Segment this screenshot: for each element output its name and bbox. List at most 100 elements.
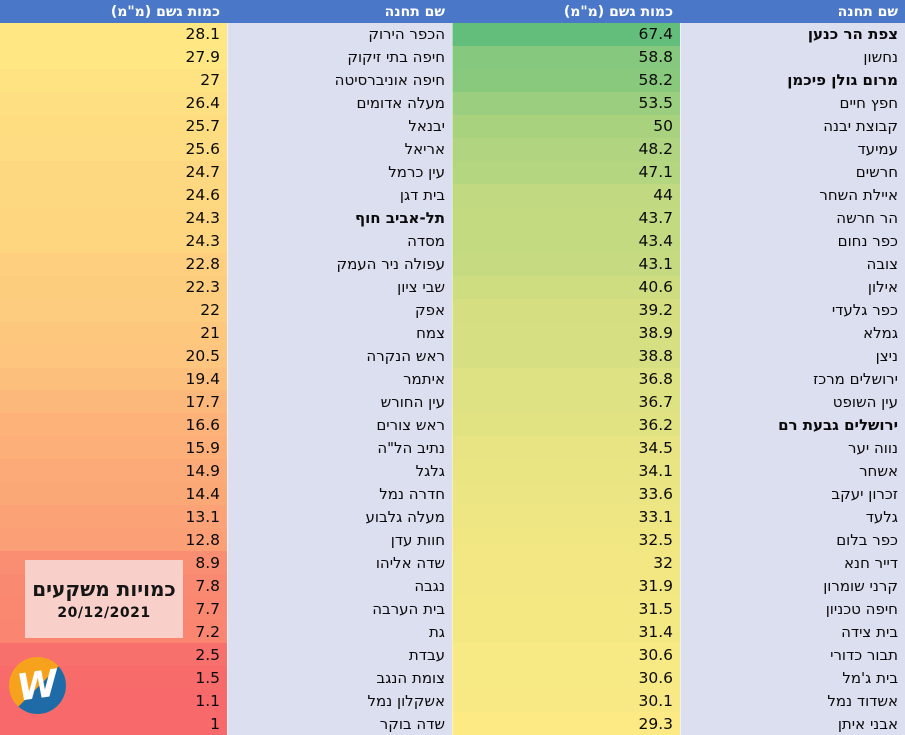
rain-amount-cell: 36.7 (452, 390, 680, 414)
rain-amount-cell: 20.5 (0, 344, 227, 368)
table-row: 1.1 אשקלון נמל (0, 689, 452, 713)
rain-amount-cell: 33.6 (452, 482, 680, 506)
station-name-cell: איתמר (227, 367, 452, 391)
rain-amount-cell: 31.9 (452, 574, 680, 598)
table-row: 20.5 ראש הנקרה (0, 344, 452, 368)
rain-amount-cell: 44 (452, 183, 680, 207)
station-name-cell: ירושלים מרכז (680, 367, 905, 391)
station-name-cell: בית ג'מל (680, 666, 905, 690)
table-row: 43.1 צובה (452, 252, 905, 276)
table-row: 38.8 ניצן (452, 344, 905, 368)
amount-column-header: כמות גשם (מ"מ) (110, 3, 220, 20)
caption-title: כמויות משקעים (32, 577, 176, 601)
table-row: 50 קבוצת יבנה (452, 114, 905, 138)
table-row: 34.5 נווה יער (452, 436, 905, 460)
table-row: 34.1 אשחר (452, 459, 905, 483)
rain-amount-cell: 26.4 (0, 91, 227, 115)
station-name-cell: עין כרמל (227, 160, 452, 184)
station-name-cell: ניצן (680, 344, 905, 368)
rain-amount-cell: 25.6 (0, 137, 227, 161)
table-row: 14.4 חדרה נמל (0, 482, 452, 506)
table-left-header: כמות גשם (מ"מ) שם תחנה (0, 0, 452, 23)
table-right-rows: 67.4 צפת הר כנען 58.8 נחשון 58.2 מרום גולן פי… (452, 23, 905, 735)
table-row: 33.1 גלעד (452, 505, 905, 529)
logo-letter: W (14, 661, 63, 710)
table-row: 15.9 נתיב הל"ה (0, 436, 452, 460)
table-row: 44 איילת השחר (452, 183, 905, 207)
weather-logo-icon: W (9, 657, 66, 714)
station-name-cell: ירושלים גבעת רם (680, 413, 905, 437)
table-row: 28.1 הכפר הירוק (0, 23, 452, 46)
table-row: 1 שדה בוקר (0, 712, 452, 735)
amount-column-header: כמות גשם (מ"מ) (563, 3, 673, 20)
table-row: 22 אפק (0, 298, 452, 322)
logo-blue-half (11, 659, 66, 714)
station-name-cell: קבוצת יבנה (680, 114, 905, 138)
station-name-cell: אשקלון נמל (227, 689, 452, 713)
table-row: 25.6 אריאל (0, 137, 452, 161)
station-name-cell: עפולה ניר העמק (227, 252, 452, 276)
table-left: כמות גשם (מ"מ) שם תחנה 28.1 הכפר הירוק 27.… (0, 0, 452, 735)
rain-amount-cell: 15.9 (0, 436, 227, 460)
station-name-cell: חפץ חיים (680, 91, 905, 115)
table-row: 36.8 ירושלים מרכז (452, 367, 905, 391)
station-name-cell: בית צידה (680, 620, 905, 644)
rain-amount-cell: 29.3 (452, 712, 680, 735)
rain-amount-cell: 40.6 (452, 275, 680, 299)
station-name-cell: יבנאל (227, 114, 452, 138)
rain-amount-cell: 25.7 (0, 114, 227, 138)
rain-amount-cell: 38.9 (452, 321, 680, 345)
table-row: 13.1 מעלה גלבוע (0, 505, 452, 529)
table-row: 39.2 כפר גלעדי (452, 298, 905, 322)
table-row: 22.8 עפולה ניר העמק (0, 252, 452, 276)
station-name-cell: חדרה נמל (227, 482, 452, 506)
rain-amount-cell: 30.6 (452, 666, 680, 690)
rain-amount-cell: 24.3 (0, 229, 227, 253)
station-name-cell: שבי ציון (227, 275, 452, 299)
rain-amount-cell: 43.4 (452, 229, 680, 253)
rain-amount-cell: 43.1 (452, 252, 680, 276)
station-name-cell: עבדת (227, 643, 452, 667)
station-name-cell: מסדה (227, 229, 452, 253)
rain-amount-cell: 36.2 (452, 413, 680, 437)
rain-amount-cell: 28.1 (0, 23, 227, 46)
station-name-cell: נגבה (227, 574, 452, 598)
station-name-cell: ראש הנקרה (227, 344, 452, 368)
table-right-header: כמות גשם (מ"מ) שם תחנה (452, 0, 905, 23)
station-name-cell: דייר חנא (680, 551, 905, 575)
station-name-cell: חיפה טכניון (680, 597, 905, 621)
table-row: 43.4 כפר נחום (452, 229, 905, 253)
station-name-cell: אשחר (680, 459, 905, 483)
station-name-cell: שדה בוקר (227, 712, 452, 735)
station-column-header: שם תחנה (837, 3, 898, 20)
rain-amount-cell: 33.1 (452, 505, 680, 529)
table-row: 29.3 אבני איתן (452, 712, 905, 735)
rain-amount-cell: 24.7 (0, 160, 227, 184)
table-row: 43.7 הר חרשה (452, 206, 905, 230)
rain-amount-cell: 34.1 (452, 459, 680, 483)
rain-amount-cell: 34.5 (452, 436, 680, 460)
table-row: 32 דייר חנא (452, 551, 905, 575)
table-row: 40.6 אילון (452, 275, 905, 299)
table-row: 48.2 עמיעד (452, 137, 905, 161)
table-row: 30.6 תבור כדורי (452, 643, 905, 667)
rain-amount-cell: 43.7 (452, 206, 680, 230)
rain-amount-cell: 22.8 (0, 252, 227, 276)
station-name-cell: צובה (680, 252, 905, 276)
table-row: 38.9 גמלא (452, 321, 905, 345)
rain-amount-cell: 67.4 (452, 23, 680, 46)
table-row: 22.3 שבי ציון (0, 275, 452, 299)
table-row: 36.7 עין השופט (452, 390, 905, 414)
rain-amount-cell: 53.5 (452, 91, 680, 115)
table-row: 25.7 יבנאל (0, 114, 452, 138)
rain-amount-cell: 2.5 (0, 643, 227, 667)
station-name-cell: הר חרשה (680, 206, 905, 230)
station-column-header: שם תחנה (384, 3, 445, 20)
table-row: 16.6 ראש צורים (0, 413, 452, 437)
rain-amount-cell: 31.4 (452, 620, 680, 644)
weather-logo: W (9, 657, 66, 714)
rain-amount-cell: 58.8 (452, 45, 680, 69)
table-row: 31.9 קרני שומרון (452, 574, 905, 598)
rain-amount-cell: 58.2 (452, 68, 680, 92)
rain-amount-cell: 12.8 (0, 528, 227, 552)
